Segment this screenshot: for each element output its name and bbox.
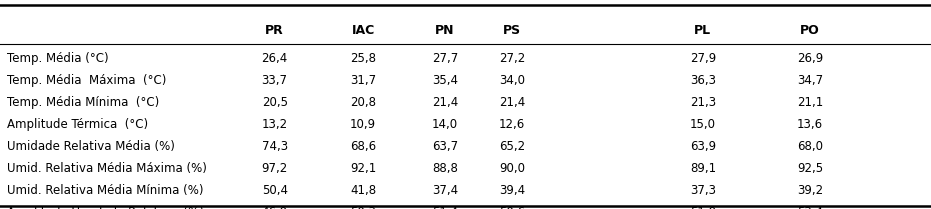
Text: 50,6: 50,6 bbox=[499, 206, 525, 209]
Text: PO: PO bbox=[800, 24, 820, 37]
Text: 13,6: 13,6 bbox=[797, 118, 823, 131]
Text: 21,4: 21,4 bbox=[432, 96, 458, 109]
Text: 90,0: 90,0 bbox=[499, 162, 525, 175]
Text: 34,0: 34,0 bbox=[499, 74, 525, 87]
Text: 68,0: 68,0 bbox=[797, 140, 823, 153]
Text: 63,7: 63,7 bbox=[432, 140, 458, 153]
Text: PL: PL bbox=[695, 24, 711, 37]
Text: 89,1: 89,1 bbox=[690, 162, 716, 175]
Text: 51,4: 51,4 bbox=[432, 206, 458, 209]
Text: 21,3: 21,3 bbox=[690, 96, 716, 109]
Text: PS: PS bbox=[503, 24, 521, 37]
Text: 39,2: 39,2 bbox=[797, 184, 823, 197]
Text: 14,0: 14,0 bbox=[432, 118, 458, 131]
Text: 33,7: 33,7 bbox=[262, 74, 288, 87]
Text: 15,0: 15,0 bbox=[690, 118, 716, 131]
Text: 51,8: 51,8 bbox=[690, 206, 716, 209]
Text: 37,3: 37,3 bbox=[690, 184, 716, 197]
Text: 27,2: 27,2 bbox=[499, 52, 525, 65]
Text: 97,2: 97,2 bbox=[262, 162, 288, 175]
Text: 46,9: 46,9 bbox=[262, 206, 288, 209]
Text: 35,4: 35,4 bbox=[432, 74, 458, 87]
Text: 65,2: 65,2 bbox=[499, 140, 525, 153]
Text: PN: PN bbox=[436, 24, 454, 37]
Text: 20,8: 20,8 bbox=[350, 96, 376, 109]
Text: Umidade Relativa Média (%): Umidade Relativa Média (%) bbox=[7, 140, 175, 153]
Text: 41,8: 41,8 bbox=[350, 184, 376, 197]
Text: 27,9: 27,9 bbox=[690, 52, 716, 65]
Text: PR: PR bbox=[265, 24, 284, 37]
Text: 88,8: 88,8 bbox=[432, 162, 458, 175]
Text: 92,5: 92,5 bbox=[797, 162, 823, 175]
Text: 26,4: 26,4 bbox=[262, 52, 288, 65]
Text: Temp. Média  Máxima  (°C): Temp. Média Máxima (°C) bbox=[7, 74, 167, 87]
Text: IAC: IAC bbox=[352, 24, 374, 37]
Text: 25,8: 25,8 bbox=[350, 52, 376, 65]
Text: 31,7: 31,7 bbox=[350, 74, 376, 87]
Text: 20,5: 20,5 bbox=[262, 96, 288, 109]
Text: 13,2: 13,2 bbox=[262, 118, 288, 131]
Text: 92,1: 92,1 bbox=[350, 162, 376, 175]
Text: 12,6: 12,6 bbox=[499, 118, 525, 131]
Text: 50,3: 50,3 bbox=[350, 206, 376, 209]
Text: Amplitude Térmica  (°C): Amplitude Térmica (°C) bbox=[7, 118, 149, 131]
Text: 34,7: 34,7 bbox=[797, 74, 823, 87]
Text: 63,9: 63,9 bbox=[690, 140, 716, 153]
Text: 21,1: 21,1 bbox=[797, 96, 823, 109]
Text: Temp. Média Mínima  (°C): Temp. Média Mínima (°C) bbox=[7, 96, 160, 109]
Text: 27,7: 27,7 bbox=[432, 52, 458, 65]
Text: 68,6: 68,6 bbox=[350, 140, 376, 153]
Text: 37,4: 37,4 bbox=[432, 184, 458, 197]
Text: 50,4: 50,4 bbox=[262, 184, 288, 197]
Text: 26,9: 26,9 bbox=[797, 52, 823, 65]
Text: 39,4: 39,4 bbox=[499, 184, 525, 197]
Text: 10,9: 10,9 bbox=[350, 118, 376, 131]
Text: Amplitude Umidade Relativa  (%): Amplitude Umidade Relativa (%) bbox=[7, 206, 204, 209]
Text: Temp. Média (°C): Temp. Média (°C) bbox=[7, 52, 109, 65]
Text: 21,4: 21,4 bbox=[499, 96, 525, 109]
Text: 36,3: 36,3 bbox=[690, 74, 716, 87]
Text: Umid. Relativa Média Mínima (%): Umid. Relativa Média Mínima (%) bbox=[7, 184, 204, 197]
Text: 74,3: 74,3 bbox=[262, 140, 288, 153]
Text: 53,4: 53,4 bbox=[797, 206, 823, 209]
Text: Umid. Relativa Média Máxima (%): Umid. Relativa Média Máxima (%) bbox=[7, 162, 208, 175]
